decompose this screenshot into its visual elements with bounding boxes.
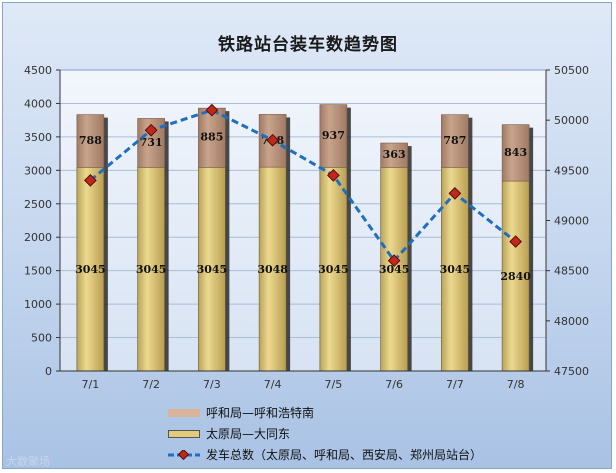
- x-tick-label: 7/5: [325, 378, 343, 391]
- bar-bottom-series: [380, 167, 408, 372]
- data-label-bottom-series: 3048: [257, 263, 288, 276]
- line-series-point: [448, 187, 462, 200]
- line-series-point: [509, 235, 522, 248]
- bar-top-series: [198, 107, 226, 168]
- legend: 呼和局—呼和浩特南 太原局—大同东 发车总数（太原局、呼和局、西安局、郑州局站台…: [168, 403, 482, 466]
- bar-bottom-series: [137, 167, 165, 372]
- x-tick-label: 7/3: [203, 378, 221, 391]
- bar-top-series: [76, 114, 105, 168]
- x-tick-label: 7/4: [264, 378, 282, 391]
- y-right-tick-label: 50500: [554, 64, 589, 77]
- data-label-bottom-series: 3045: [136, 263, 167, 276]
- bar-bottom-series: [76, 167, 105, 372]
- line-series-point: [327, 168, 340, 182]
- x-tick-label: 7/6: [385, 378, 403, 391]
- legend-swatch: [168, 408, 200, 417]
- y-left-tick-label: 4000: [24, 97, 52, 110]
- y-left-tick-label: 0: [45, 365, 52, 378]
- y-right-tick-label: 49000: [554, 215, 589, 228]
- data-label-top-series: 787: [443, 134, 466, 147]
- bar-top-series: [441, 114, 469, 168]
- data-label-bottom-series: 3045: [379, 263, 410, 276]
- data-label-bottom-series: 3045: [75, 263, 106, 276]
- data-label-bottom-series: 3045: [318, 263, 349, 276]
- bar-bottom-series: [198, 167, 226, 372]
- y-left-tick-label: 2000: [24, 231, 52, 244]
- data-label-top-series: 363: [383, 148, 406, 161]
- line-series-point: [266, 133, 279, 147]
- bar-top-series: [501, 124, 530, 182]
- y-right-tick-label: 50000: [554, 114, 589, 127]
- y-right-tick-label: 49500: [554, 164, 589, 177]
- bar-top-series: [380, 142, 408, 168]
- legend-label: 发车总数（太原局、呼和局、西安局、郑州局站台）: [206, 448, 483, 462]
- chart-title: 铁路站台装车数趋势图: [218, 35, 398, 55]
- legend-item-bottom-series: 太原局—大同东: [168, 424, 482, 443]
- data-label-top-series: 843: [504, 146, 527, 159]
- bar-top-series: [319, 104, 348, 168]
- data-label-bottom-series: 3045: [440, 263, 471, 276]
- x-tick-label: 7/2: [142, 378, 160, 391]
- y-left-tick-label: 2500: [24, 198, 52, 211]
- y-left-tick-label: 1500: [24, 265, 52, 278]
- legend-item-line-series: 发车总数（太原局、呼和局、西安局、郑州局站台）: [168, 445, 482, 464]
- line-series-point: [387, 254, 401, 267]
- legend-label: 太原局—大同东: [206, 427, 291, 441]
- y-left-tick-label: 4500: [24, 64, 52, 77]
- line-series-point: [205, 103, 219, 117]
- y-right-tick-label: 48500: [554, 265, 589, 278]
- data-label-top-series: 731: [140, 136, 163, 149]
- bar-bottom-series: [501, 180, 530, 372]
- plot-area: [59, 69, 547, 372]
- y-left-tick-label: 1000: [24, 298, 52, 311]
- y-left-tick-label: 3500: [24, 131, 52, 144]
- watermark: 大数聚场: [6, 455, 50, 468]
- bar-bottom-series: [319, 167, 348, 372]
- legend-line-swatch: [168, 449, 200, 460]
- data-label-top-series: 788: [79, 134, 102, 147]
- line-series-point: [144, 123, 158, 137]
- x-tick-label: 7/7: [446, 378, 464, 391]
- data-label-top-series: 885: [200, 131, 223, 144]
- line-series-point: [84, 174, 97, 187]
- y-left-tick-label: 500: [31, 332, 52, 345]
- legend-label: 呼和局—呼和浩特南: [206, 406, 315, 420]
- line-series-path: [89, 108, 517, 264]
- x-tick-label: 7/1: [82, 378, 100, 391]
- data-label-bottom-series: 2840: [500, 270, 531, 283]
- y-right-tick-label: 47500: [554, 365, 589, 378]
- x-tick-label: 7/8: [507, 378, 525, 391]
- legend-item-top-series: 呼和局—呼和浩特南: [168, 403, 482, 422]
- y-left-tick-label: 3000: [24, 164, 52, 177]
- legend-swatch: [168, 429, 200, 438]
- y-right-tick-label: 48000: [554, 315, 589, 328]
- data-label-bottom-series: 3045: [197, 263, 228, 276]
- data-label-top-series: 937: [322, 129, 345, 142]
